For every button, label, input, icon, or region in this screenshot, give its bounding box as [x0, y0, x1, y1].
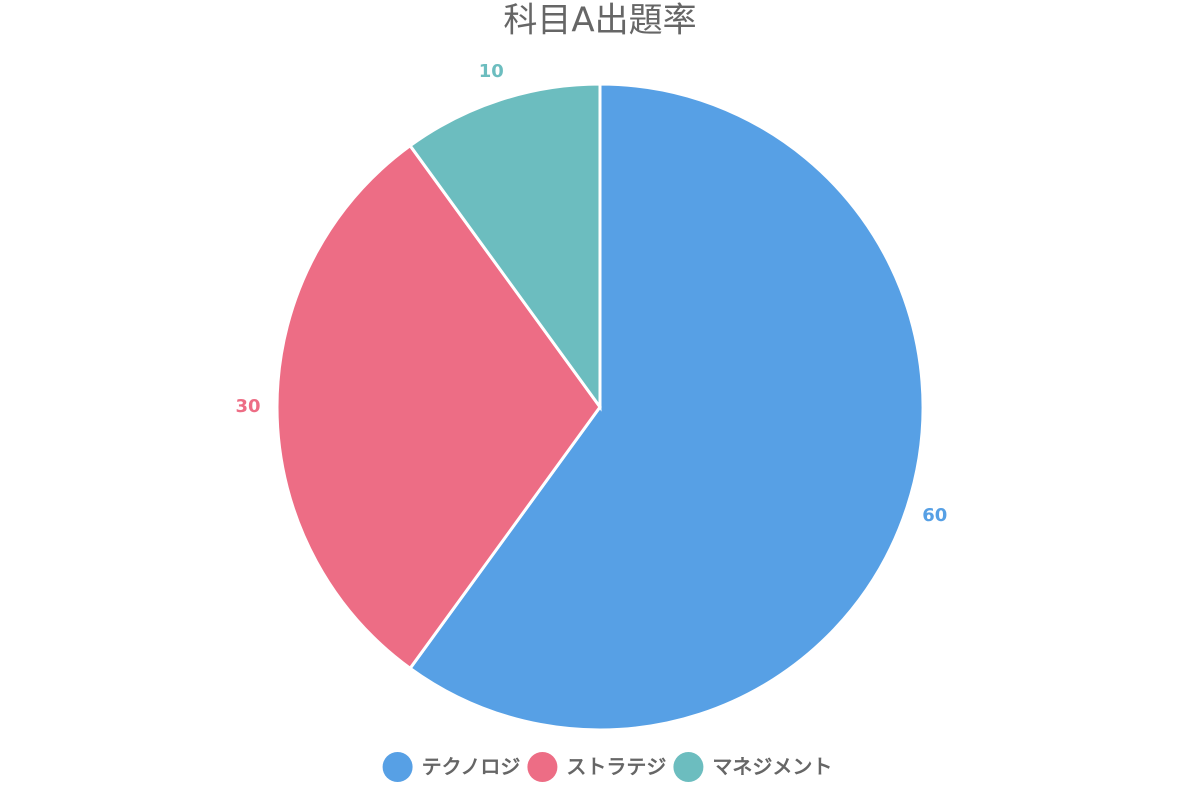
chart-title: 科目A出題率 — [503, 1, 696, 41]
legend-marker — [382, 752, 413, 782]
pie-slice — [408, 82, 602, 412]
legend-label: マネジメント — [712, 755, 832, 779]
pie-slice — [275, 143, 602, 671]
legend-label: ストラテジ — [566, 755, 666, 779]
data-label: 30 — [235, 396, 260, 417]
pie-slice — [408, 82, 925, 732]
data-label: 10 — [479, 61, 504, 82]
data-label: 60 — [922, 505, 947, 526]
legend-label: テクノロジ — [422, 755, 521, 779]
legend-marker — [673, 752, 704, 782]
legend-marker — [527, 752, 558, 782]
